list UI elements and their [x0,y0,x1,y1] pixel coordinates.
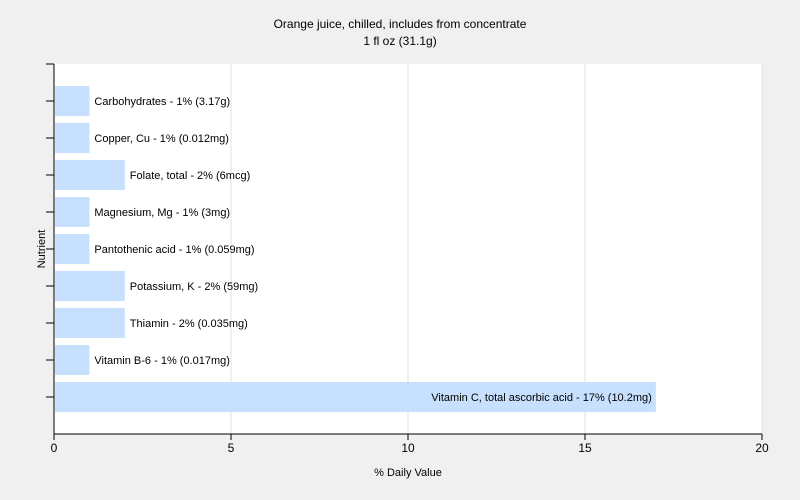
bar [55,271,125,301]
chart-subtitle: 1 fl oz (31.1g) [363,34,436,48]
bar [55,160,125,190]
bar-label: Copper, Cu - 1% (0.012mg) [94,133,229,145]
bar [55,234,90,264]
y-axis-label: Nutrient [36,230,48,269]
bar-label: Folate, total - 2% (6mcg) [130,170,250,182]
bars: Carbohydrates - 1% (3.17g) Copper, Cu - 1… [55,86,656,412]
bar [55,308,125,338]
x-tick-label: 0 [51,441,58,455]
bar [55,382,656,412]
x-axis-label: % Daily Value [374,467,442,479]
bar-label: Vitamin B-6 - 1% (0.017mg) [94,355,230,367]
bar-label: Thiamin - 2% (0.035mg) [130,318,248,330]
grid-lines [230,64,763,434]
bar-label: Magnesium, Mg - 1% (3mg) [94,207,230,219]
bar [55,345,90,375]
bar-label: Vitamin C, total ascorbic acid - 17% (10… [431,392,652,404]
x-tick-label: 20 [755,441,769,455]
x-tick-label: 10 [401,441,415,455]
bar-label: Carbohydrates - 1% (3.17g) [94,96,230,108]
bar-label: Potassium, K - 2% (59mg) [130,281,258,293]
x-tick-label: 15 [578,441,592,455]
bar [55,123,90,153]
axes: 0 5 10 15 20 [46,63,769,455]
x-tick-label: 5 [228,441,235,455]
bar-label: Pantothenic acid - 1% (0.059mg) [94,244,254,256]
bar [55,86,90,116]
bar [55,197,90,227]
chart-title: Orange juice, chilled, includes from con… [274,17,527,31]
